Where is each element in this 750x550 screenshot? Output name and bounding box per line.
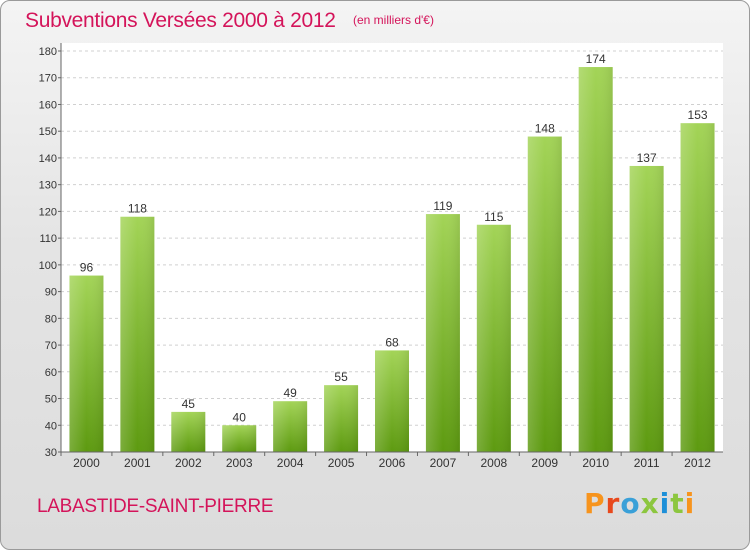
y-tick-label: 90 xyxy=(45,287,57,299)
y-tick-label: 50 xyxy=(45,394,57,406)
chart-unit-label: (en milliers d'€) xyxy=(353,13,434,27)
bar-shade xyxy=(324,385,359,452)
x-tick-label: 2004 xyxy=(277,456,304,470)
x-tick-label: 2001 xyxy=(124,456,151,470)
logo-letter: r xyxy=(605,487,621,520)
bar-shade xyxy=(375,350,409,452)
x-tick-label: 2000 xyxy=(73,456,100,470)
bar-value-label: 153 xyxy=(688,108,708,122)
y-tick-label: 80 xyxy=(45,313,57,325)
bar-shade xyxy=(171,411,206,452)
bar-value-label: 68 xyxy=(385,335,399,349)
bar-shade xyxy=(476,224,511,452)
x-tick-label: 2005 xyxy=(328,456,355,470)
bar-shade xyxy=(120,216,155,452)
bar-shade xyxy=(69,275,104,452)
y-tick-label: 110 xyxy=(39,233,57,245)
y-tick-label: 120 xyxy=(39,206,57,218)
y-tick-label: 130 xyxy=(39,180,57,192)
x-tick-label: 2006 xyxy=(379,456,406,470)
x-tick-label: 2010 xyxy=(582,456,609,470)
bar-value-label: 45 xyxy=(182,397,196,411)
logo-letter: i xyxy=(659,487,671,520)
bar-value-label: 148 xyxy=(535,122,555,136)
bar-value-label: 55 xyxy=(334,370,348,384)
y-tick-label: 30 xyxy=(45,447,57,459)
y-tick-label: 140 xyxy=(39,153,57,165)
bar-value-label: 96 xyxy=(80,261,94,275)
bar-value-label: 118 xyxy=(128,202,147,216)
y-tick-label: 150 xyxy=(39,126,57,138)
bar-shade xyxy=(222,425,257,452)
logo-letter: t xyxy=(670,487,685,520)
bar-shade xyxy=(629,165,664,452)
y-tick-label: 70 xyxy=(45,340,57,352)
x-tick-label: 2011 xyxy=(634,456,660,470)
commune-name: LABASTIDE-SAINT-PIERRE xyxy=(37,496,274,517)
bar-value-label: 119 xyxy=(433,199,452,213)
x-tick-label: 2003 xyxy=(226,456,253,470)
logo-letter: x xyxy=(640,487,660,520)
bar-value-label: 49 xyxy=(283,386,297,400)
y-tick-label: 100 xyxy=(39,260,57,272)
logo-letter: o xyxy=(620,487,641,520)
logo-letter: P xyxy=(584,487,606,520)
y-tick-label: 170 xyxy=(39,73,57,85)
bar-shade xyxy=(425,214,460,452)
logo-letter: i xyxy=(684,487,696,520)
x-tick-label: 2007 xyxy=(430,456,457,470)
x-tick-label: 2008 xyxy=(480,456,507,470)
bar-value-label: 40 xyxy=(233,410,247,424)
chart-title: Subventions Versées 2000 à 2012 xyxy=(25,9,336,32)
y-tick-label: 60 xyxy=(45,367,57,379)
x-tick-label: 2002 xyxy=(175,456,202,470)
bar-value-label: 174 xyxy=(586,52,606,66)
bar-value-label: 115 xyxy=(484,210,503,224)
x-tick-label: 2012 xyxy=(684,456,711,470)
y-tick-label: 40 xyxy=(45,420,57,432)
proxiti-logo: Proxiti xyxy=(584,487,695,520)
bar-shade xyxy=(527,136,562,452)
x-tick-label: 2009 xyxy=(531,456,558,470)
bar-shade xyxy=(680,123,715,453)
y-tick-label: 160 xyxy=(39,99,57,111)
bar-value-label: 137 xyxy=(637,151,657,165)
bar-shade xyxy=(273,401,308,452)
y-tick-label: 180 xyxy=(39,46,57,58)
bar-shade xyxy=(578,67,613,452)
